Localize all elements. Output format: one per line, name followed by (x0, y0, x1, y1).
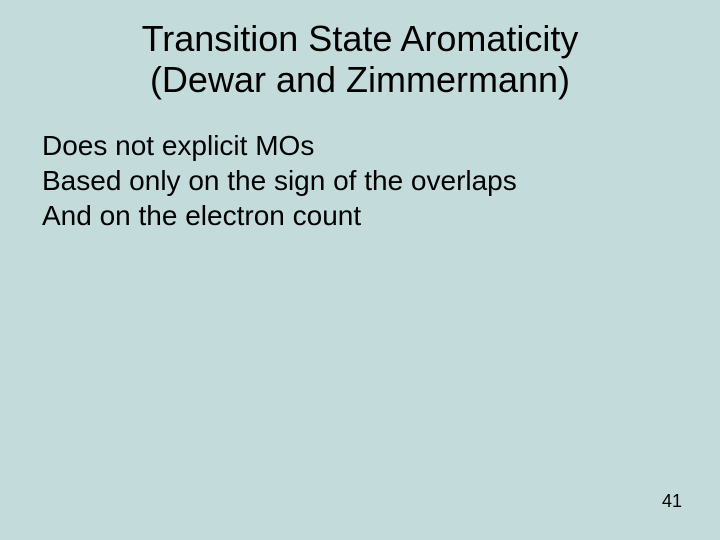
page-number: 41 (662, 491, 682, 512)
title-line-1: Transition State Aromaticity (142, 18, 579, 59)
body-line-3: And on the electron count (42, 198, 517, 233)
slide-title: Transition State Aromaticity (Dewar and … (0, 0, 720, 101)
body-line-1: Does not explicit MOs (42, 128, 517, 163)
title-line-2: (Dewar and Zimmermann) (150, 59, 570, 100)
slide: Transition State Aromaticity (Dewar and … (0, 0, 720, 540)
body-line-2: Based only on the sign of the overlaps (42, 163, 517, 198)
slide-body: Does not explicit MOs Based only on the … (0, 128, 557, 233)
